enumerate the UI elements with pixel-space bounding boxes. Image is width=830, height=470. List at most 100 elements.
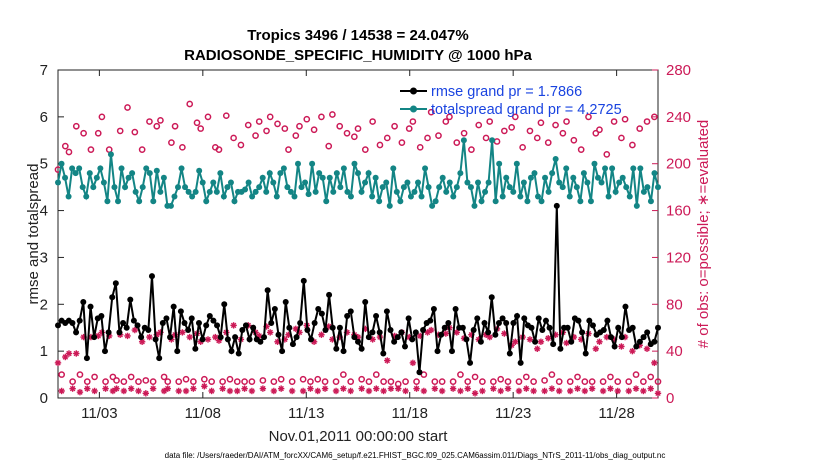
totalspread-point (580, 170, 587, 177)
obs-evaluated-point (501, 330, 508, 337)
totalspread-point (517, 193, 524, 200)
rmse-point (73, 329, 80, 336)
obs-possible-point (113, 377, 120, 384)
totalspread-point (471, 202, 478, 209)
obs-possible-point (559, 129, 567, 137)
obs-possible-point (193, 119, 201, 127)
totalspread-point (185, 188, 192, 195)
obs-possible-point (427, 108, 435, 116)
totalspread-point (210, 179, 217, 186)
rmse-point (575, 317, 582, 324)
obs-possible-point (120, 378, 128, 385)
chart-title: Tropics 3496 / 14538 = 24.047% (247, 27, 468, 44)
obs-possible-point (621, 115, 629, 123)
obs-possible-point (650, 113, 658, 121)
obs-evaluated-point (76, 388, 84, 396)
totalspread-point (316, 170, 323, 177)
totalspread-point (407, 193, 414, 200)
obs-possible-point (438, 378, 446, 385)
rmse-point (297, 320, 304, 327)
totalspread-point (429, 202, 436, 209)
obs-possible-point (153, 122, 161, 130)
obs-possible-point (585, 113, 592, 121)
totalspread-point (125, 174, 132, 181)
x-tick-label: 11/13 (288, 405, 324, 422)
y-right-tick-label: 280 (666, 62, 691, 79)
obs-possible-point (391, 122, 398, 130)
obs-possible-point (142, 377, 150, 384)
obs-possible-point (643, 118, 651, 125)
rmse-point (159, 320, 166, 327)
obs-possible-point (372, 371, 380, 378)
rmse-point (311, 320, 318, 327)
obs-evaluated-point (358, 385, 365, 392)
obs-possible-point (354, 125, 362, 132)
y-tick-label: 4 (40, 203, 48, 220)
rmse-point (582, 350, 589, 357)
obs-evaluated-point (175, 387, 182, 395)
obs-evaluated-point (581, 387, 589, 395)
totalspread-point (584, 179, 591, 186)
rmse-point (279, 348, 286, 355)
obs-possible-point (274, 120, 281, 128)
y-right-tick-label: 200 (666, 156, 691, 173)
obs-evaluated-point (592, 345, 600, 352)
obs-possible-series (54, 100, 662, 388)
legend-rmse-marker (410, 87, 417, 95)
rmse-point (416, 369, 423, 376)
rmse-point (640, 334, 647, 341)
totalspread-point (337, 184, 344, 191)
obs-evaluated-point (471, 390, 479, 397)
totalspread-point (97, 165, 104, 172)
rmse-point (398, 329, 405, 336)
totalspread-point (513, 160, 520, 167)
obs-possible-point (336, 122, 344, 130)
obs-possible-point (190, 378, 197, 385)
obs-possible-point (629, 141, 636, 149)
rmse-point (550, 341, 557, 348)
rmse-point (362, 298, 369, 305)
totalspread-point (273, 193, 280, 200)
totalspread-point (333, 170, 340, 177)
totalspread-point (450, 193, 457, 200)
obs-evaluated-point (164, 385, 171, 392)
totalspread-point (65, 193, 72, 200)
rmse-point (127, 296, 134, 303)
chart-subtitle: RADIOSONDE_SPECIFIC_HUMIDITY @ 1000 hPa (184, 47, 532, 64)
obs-possible-point (435, 132, 442, 139)
rmse-point (192, 345, 199, 352)
y-tick-label: 7 (40, 62, 48, 79)
totalspread-point (298, 184, 305, 191)
rmse-point (499, 315, 506, 322)
obs-possible-point (618, 134, 625, 142)
rmse-point (344, 313, 351, 319)
rmse-point (445, 320, 452, 327)
obs-possible-point (654, 378, 662, 385)
obs-possible-point (409, 118, 417, 125)
obs-evaluated-point (307, 385, 314, 392)
obs-evaluated-point (438, 387, 446, 395)
rmse-point (174, 348, 181, 355)
obs-possible-point (321, 378, 329, 385)
obs-possible-point (65, 148, 73, 156)
totalspread-point (549, 170, 556, 177)
rmse-point (55, 322, 61, 329)
totalspread-point (573, 184, 580, 191)
rmse-point (633, 343, 640, 350)
totalspread-point (220, 193, 227, 200)
totalspread-point (217, 170, 224, 177)
obs-evaluated-point (314, 387, 321, 395)
totalspread-point (107, 151, 114, 158)
rmse-point (521, 315, 528, 322)
rmse-point (109, 294, 116, 301)
totalspread-point (612, 188, 619, 195)
totalspread-point (602, 165, 609, 172)
obs-possible-point (127, 373, 135, 381)
obs-possible-point (530, 378, 537, 385)
rmse-point (358, 345, 365, 352)
rmse-point (636, 338, 643, 345)
totalspread-point (182, 184, 189, 191)
totalspread-point (326, 174, 333, 181)
totalspread-point (510, 188, 517, 195)
